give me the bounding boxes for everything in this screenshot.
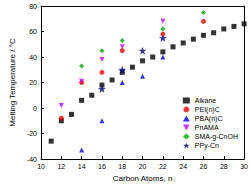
- svg-text:PPy-Cn: PPy-Cn: [195, 142, 219, 150]
- svg-text:14: 14: [78, 163, 86, 170]
- svg-text:22: 22: [159, 163, 167, 170]
- svg-text:PBA(n)C: PBA(n)C: [195, 115, 223, 123]
- svg-text:PEI(n)C: PEI(n)C: [195, 106, 220, 114]
- svg-text:SMA-g-CnOH: SMA-g-CnOH: [195, 133, 238, 141]
- svg-text:26: 26: [200, 163, 208, 170]
- svg-text:20: 20: [29, 79, 37, 86]
- svg-text:28: 28: [220, 163, 228, 170]
- svg-text:Alkane: Alkane: [195, 97, 217, 104]
- svg-text:24: 24: [179, 163, 187, 170]
- svg-text:60: 60: [29, 28, 37, 35]
- svg-text:40: 40: [29, 54, 37, 61]
- svg-text:30: 30: [240, 163, 248, 170]
- svg-text:20: 20: [139, 163, 147, 170]
- svg-text:-40: -40: [27, 156, 37, 163]
- svg-text:PnAMA: PnAMA: [195, 124, 219, 131]
- svg-text:10: 10: [37, 163, 45, 170]
- svg-text:18: 18: [118, 163, 126, 170]
- svg-text:0: 0: [33, 105, 37, 112]
- svg-text:Carbon Atoms, n: Carbon Atoms, n: [113, 174, 173, 183]
- svg-text:16: 16: [98, 163, 106, 170]
- svg-text:Melting Temperature / °C: Melting Temperature / °C: [8, 38, 17, 127]
- svg-text:-20: -20: [27, 130, 37, 137]
- svg-text:12: 12: [57, 163, 65, 170]
- svg-text:80: 80: [29, 3, 37, 10]
